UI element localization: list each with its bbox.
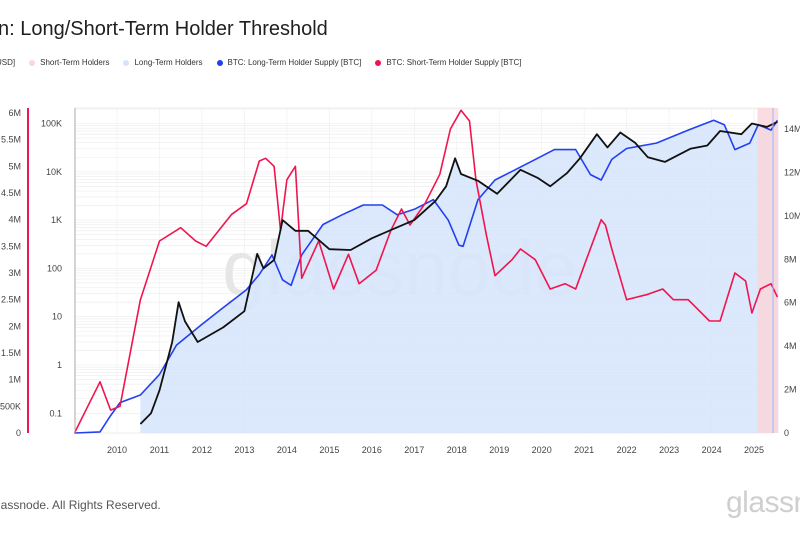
legend-item-lth-supply[interactable]: BTC: Long-Term Holder Supply [BTC] (216, 58, 362, 67)
glassnode-logo: glassn (726, 486, 800, 519)
legend-label: BTC: Long-Term Holder Supply [BTC] (227, 58, 362, 67)
legend-item-price[interactable]: USD] (0, 58, 15, 67)
x-axis-tick: 2025 (744, 445, 764, 455)
legend-label: Long-Term Holders (134, 58, 203, 67)
sth-axis-tick: 4M (8, 215, 21, 225)
x-axis-tick: 2020 (532, 445, 552, 455)
legend-item-long-term-holders[interactable]: Long-Term Holders (123, 58, 203, 67)
lth-axis-tick: 8M (784, 254, 797, 264)
lth-axis-tick: 6M (784, 298, 797, 308)
legend-dot-icon (29, 59, 36, 66)
copyright: lassnode. All Rights Reserved. (0, 498, 161, 512)
legend: USD] Short-Term Holders Long-Term Holder… (0, 58, 522, 67)
sth-axis-tick: 1M (8, 375, 21, 385)
price-axis-tick: 1K (51, 215, 62, 225)
legend-label: Short-Term Holders (40, 58, 110, 67)
price-axis-tick: 10K (46, 167, 62, 177)
sth-axis-tick: 0 (16, 428, 21, 438)
lth-axis-tick: 0 (784, 428, 789, 438)
x-axis-tick: 2015 (319, 445, 339, 455)
sth-axis-tick: 5.5M (1, 135, 21, 145)
price-axis-tick: 0.1 (49, 408, 62, 418)
lth-supply-line (74, 119, 779, 434)
x-axis-tick: 2022 (617, 445, 637, 455)
lth-axis-tick: 14M (784, 124, 800, 134)
x-axis-tick: 2019 (489, 445, 509, 455)
x-axis-tick: 2017 (404, 445, 424, 455)
short-term-holders-area (757, 108, 779, 433)
legend-item-sth-supply[interactable]: BTC: Short-Term Holder Supply [BTC] (375, 58, 522, 67)
price-axis-tick: 100 (47, 263, 62, 273)
legend-label: BTC: Short-Term Holder Supply [BTC] (386, 58, 522, 67)
x-axis-tick: 2013 (234, 445, 254, 455)
price-line (139, 121, 778, 425)
x-axis-tick: 2011 (150, 445, 169, 455)
lth-axis-tick: 4M (784, 341, 797, 351)
chart-title: n: Long/Short-Term Holder Threshold (0, 18, 328, 40)
x-axis-tick: 2018 (447, 445, 467, 455)
x-axis-tick: 2023 (659, 445, 679, 455)
sth-axis-tick: 4.5M (1, 188, 21, 198)
sth-axis-tick: 1.5M (1, 348, 21, 358)
legend-dot-icon (375, 59, 382, 66)
price-axis-tick: 100K (41, 119, 62, 129)
sth-axis-tick: 3M (8, 268, 21, 278)
legend-dot-icon (216, 59, 223, 66)
lth-axis-tick: 10M (784, 211, 800, 221)
price-axis-tick: 10 (52, 312, 62, 322)
legend-label: USD] (0, 58, 16, 67)
lth-axis-tick: 2M (784, 385, 797, 395)
sth-axis-tick: 3.5M (1, 241, 21, 251)
legend-dot-icon (123, 59, 130, 66)
sth-axis-tick: 5M (8, 161, 21, 171)
sth-axis-tick: 6M (8, 108, 21, 118)
sth-axis-tick: 500K (0, 401, 21, 411)
sth-supply-line (73, 109, 779, 434)
x-axis-tick: 2010 (107, 445, 127, 455)
x-axis-tick: 2024 (702, 445, 722, 455)
lth-axis-tick: 12M (784, 167, 800, 177)
legend-item-short-term-holders[interactable]: Short-Term Holders (29, 58, 109, 67)
x-axis-tick: 2016 (362, 445, 382, 455)
x-axis-tick: 2012 (192, 445, 212, 455)
x-axis-tick: 2021 (574, 445, 594, 455)
long-term-holders-area (140, 120, 779, 434)
sth-axis-tick: 2.5M (1, 295, 21, 305)
sth-axis-tick: 2M (8, 321, 21, 331)
price-axis-tick: 1 (57, 360, 62, 370)
x-axis-tick: 2014 (277, 445, 297, 455)
